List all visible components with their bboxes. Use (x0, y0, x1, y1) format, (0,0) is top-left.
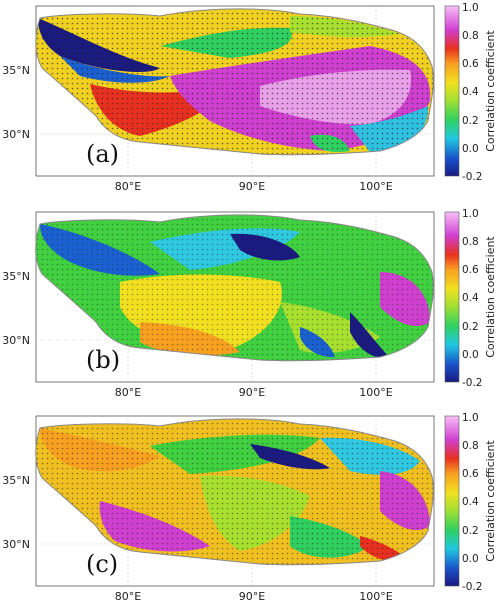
cbar-tick-0.0: 0.0 (462, 553, 479, 565)
colorbar-label: Correlation coefficient (484, 440, 497, 562)
cbar-tick-minus-0.2: -0.2 (462, 581, 483, 593)
plateau-field-a (35, 8, 434, 156)
lon-tick-90: 90°E (239, 180, 265, 193)
lon-tick-80: 80°E (115, 180, 141, 193)
cbar-tick-0.6: 0.6 (462, 264, 479, 276)
lon-tick-100: 100°E (359, 180, 392, 193)
colorbar-c: 1.0 0.8 0.6 0.4 0.2 0.0 -0.2 Correlation… (444, 412, 497, 593)
colorbar-b: 1.0 0.8 0.6 0.4 0.2 0.0 -0.2 Correlation… (444, 208, 497, 389)
cbar-tick-minus-0.2: -0.2 (462, 377, 483, 389)
colorbar-a: 1.0 0.8 0.6 0.4 0.2 0.0 -0.2 Correlation… (444, 2, 497, 183)
cbar-tick-0.2: 0.2 (462, 525, 479, 537)
colorbar-bar (444, 211, 460, 383)
cbar-tick-minus-0.2: -0.2 (462, 171, 483, 183)
plateau-boundary (35, 8, 434, 156)
plateau-boundary (35, 418, 434, 566)
cbar-tick-0.4: 0.4 (462, 292, 479, 304)
cbar-tick-0.2: 0.2 (462, 321, 479, 333)
cbar-tick-0.6: 0.6 (462, 58, 479, 70)
panel-label-c: (c) (86, 550, 118, 578)
cbar-tick-1.0: 1.0 (462, 2, 479, 14)
cbar-tick-0.0: 0.0 (462, 143, 479, 155)
cbar-tick-0.4: 0.4 (462, 496, 479, 508)
lon-tick-100: 100°E (359, 590, 392, 603)
lat-tick-35: 35°N (2, 270, 30, 283)
cbar-tick-0.8: 0.8 (462, 30, 479, 42)
lat-tick-30: 30°N (2, 538, 30, 551)
panel-a: 35°N 30°N 80°E 90°E 100°E (a) 1.0 0.8 0.… (2, 2, 497, 193)
lon-tick-80: 80°E (115, 590, 141, 603)
cbar-tick-0.0: 0.0 (462, 349, 479, 361)
plateau-boundary (35, 214, 434, 362)
colorbar-label: Correlation coefficient (484, 30, 497, 152)
panel-label-a: (a) (86, 140, 119, 168)
cbar-tick-0.8: 0.8 (462, 236, 479, 248)
cbar-tick-1.0: 1.0 (462, 208, 479, 220)
colorbar-bar (444, 415, 460, 587)
cbar-tick-1.0: 1.0 (462, 412, 479, 424)
lon-tick-90: 90°E (239, 590, 265, 603)
panel-c: 35°N 30°N 80°E 90°E 100°E (c) 1.0 0.8 0.… (2, 412, 497, 603)
lat-tick-35: 35°N (2, 474, 30, 487)
colorbar-bar (444, 5, 460, 177)
lon-tick-90: 90°E (239, 386, 265, 399)
cbar-tick-0.4: 0.4 (462, 86, 479, 98)
colorbar-label: Correlation coefficient (484, 236, 497, 358)
cbar-tick-0.6: 0.6 (462, 468, 479, 480)
lon-tick-80: 80°E (115, 386, 141, 399)
cbar-tick-0.2: 0.2 (462, 115, 479, 127)
plateau-field-b (35, 214, 434, 362)
lat-tick-35: 35°N (2, 64, 30, 77)
cbar-tick-0.8: 0.8 (462, 440, 479, 452)
panel-b: 35°N 30°N 80°E 90°E 100°E (b) 1.0 0.8 0.… (2, 208, 497, 399)
lon-tick-100: 100°E (359, 386, 392, 399)
lat-tick-30: 30°N (2, 128, 30, 141)
lat-tick-30: 30°N (2, 334, 30, 347)
panel-label-b: (b) (86, 346, 120, 374)
